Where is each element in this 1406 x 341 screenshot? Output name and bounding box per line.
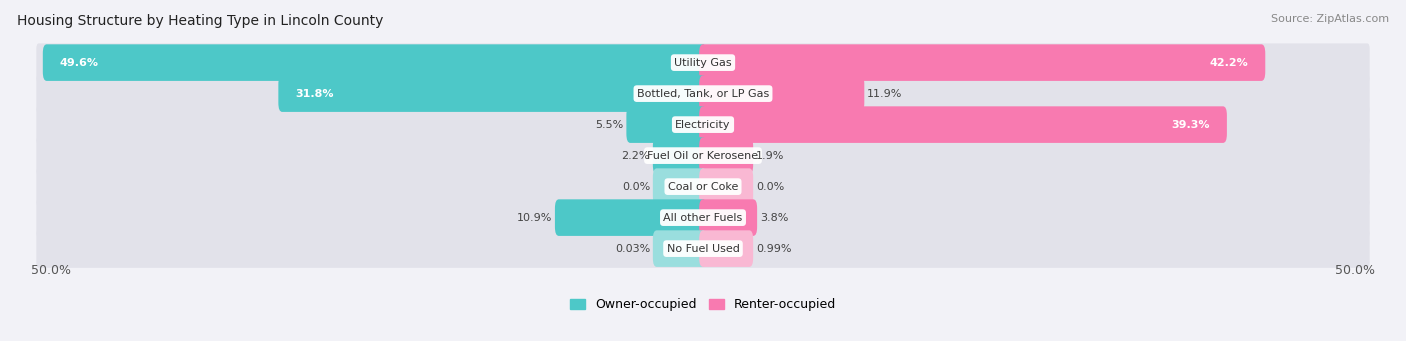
Text: 5.5%: 5.5% xyxy=(595,120,624,130)
FancyBboxPatch shape xyxy=(699,230,754,267)
Text: No Fuel Used: No Fuel Used xyxy=(666,243,740,254)
Text: Source: ZipAtlas.com: Source: ZipAtlas.com xyxy=(1271,14,1389,24)
FancyBboxPatch shape xyxy=(37,198,1369,237)
FancyBboxPatch shape xyxy=(699,137,754,174)
FancyBboxPatch shape xyxy=(699,44,1265,81)
FancyBboxPatch shape xyxy=(37,229,1369,268)
Text: Fuel Oil or Kerosene: Fuel Oil or Kerosene xyxy=(647,151,759,161)
FancyBboxPatch shape xyxy=(652,168,707,205)
Text: 42.2%: 42.2% xyxy=(1209,58,1249,68)
Text: Coal or Coke: Coal or Coke xyxy=(668,182,738,192)
Text: 50.0%: 50.0% xyxy=(31,264,70,278)
FancyBboxPatch shape xyxy=(699,199,756,236)
FancyBboxPatch shape xyxy=(652,137,707,174)
Legend: Owner-occupied, Renter-occupied: Owner-occupied, Renter-occupied xyxy=(565,293,841,316)
FancyBboxPatch shape xyxy=(555,199,707,236)
FancyBboxPatch shape xyxy=(652,230,707,267)
Text: 10.9%: 10.9% xyxy=(517,213,553,223)
FancyBboxPatch shape xyxy=(42,44,707,81)
Text: 0.99%: 0.99% xyxy=(756,243,792,254)
Text: 0.0%: 0.0% xyxy=(756,182,785,192)
Text: 0.0%: 0.0% xyxy=(621,182,650,192)
Text: 2.2%: 2.2% xyxy=(621,151,650,161)
FancyBboxPatch shape xyxy=(699,168,754,205)
FancyBboxPatch shape xyxy=(37,105,1369,144)
FancyBboxPatch shape xyxy=(278,75,707,112)
FancyBboxPatch shape xyxy=(627,106,707,143)
FancyBboxPatch shape xyxy=(699,75,865,112)
Text: Utility Gas: Utility Gas xyxy=(675,58,731,68)
Text: 31.8%: 31.8% xyxy=(295,89,335,99)
FancyBboxPatch shape xyxy=(37,74,1369,113)
Text: 50.0%: 50.0% xyxy=(1336,264,1375,278)
Text: 49.6%: 49.6% xyxy=(60,58,98,68)
Text: 3.8%: 3.8% xyxy=(759,213,789,223)
Text: 11.9%: 11.9% xyxy=(868,89,903,99)
FancyBboxPatch shape xyxy=(37,136,1369,175)
Text: Electricity: Electricity xyxy=(675,120,731,130)
Text: 0.03%: 0.03% xyxy=(614,243,650,254)
FancyBboxPatch shape xyxy=(37,167,1369,206)
Text: 1.9%: 1.9% xyxy=(756,151,785,161)
Text: 39.3%: 39.3% xyxy=(1171,120,1209,130)
Text: Bottled, Tank, or LP Gas: Bottled, Tank, or LP Gas xyxy=(637,89,769,99)
FancyBboxPatch shape xyxy=(37,43,1369,82)
FancyBboxPatch shape xyxy=(699,106,1227,143)
Text: All other Fuels: All other Fuels xyxy=(664,213,742,223)
Text: Housing Structure by Heating Type in Lincoln County: Housing Structure by Heating Type in Lin… xyxy=(17,14,384,28)
